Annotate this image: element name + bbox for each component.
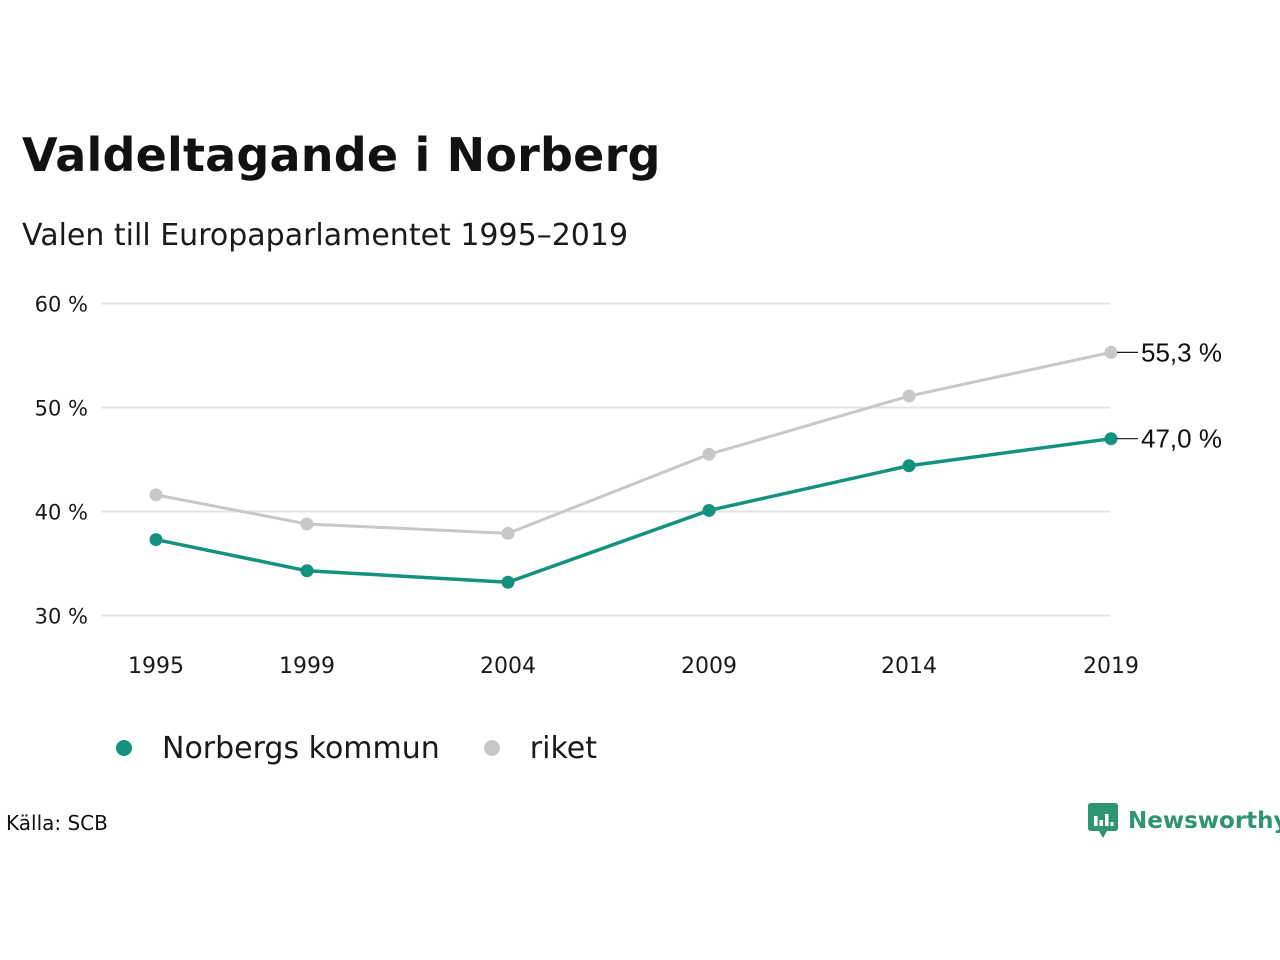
legend-marker-riket [483, 740, 500, 756]
x-tick-label: 1999 [279, 654, 335, 679]
end-labels: 55,3 % 47,0 % [1117, 337, 1222, 454]
legend-item-riket: riket [483, 730, 597, 766]
gridlines [101, 302, 1110, 617]
data-point-riket-2004 [501, 526, 515, 540]
data-point-norbergs-kommun-1995 [149, 533, 163, 547]
y-tick-label: 40 % [35, 501, 88, 525]
chart-subtitle: Valen till Europaparlamentet 1995–2019 [22, 218, 629, 253]
data-point-norbergs-kommun-1999 [300, 564, 314, 578]
end-label-norbergs-kommun: 47,0 % [1141, 424, 1222, 454]
legend-marker-norbergs-kommun [116, 740, 132, 756]
series-layer [149, 345, 1118, 589]
brand-name: Newsworthy [1128, 808, 1280, 834]
data-point-riket-2014 [902, 389, 916, 403]
data-point-norbergs-kommun-2009 [702, 503, 716, 517]
data-point-riket-2009 [702, 447, 716, 461]
y-tick-label: 30 % [35, 605, 88, 629]
data-point-riket-1999 [300, 517, 314, 531]
x-tick-label: 2009 [681, 654, 737, 679]
chart-title: Valdeltagande i Norberg [22, 128, 661, 182]
brand: Newsworthy [1088, 803, 1280, 839]
x-tick-label: 2014 [881, 654, 937, 679]
x-tick-label: 2004 [480, 654, 536, 679]
legend-item-norbergs-kommun: Norbergs kommun [116, 731, 440, 766]
x-tick-label: 1995 [128, 654, 184, 679]
x-axis-tick-labels: 1995 1999 2004 2009 2014 2019 [128, 654, 1139, 679]
y-axis-tick-labels: 30 % 40 % 50 % 60 % [35, 293, 88, 629]
x-tick-label: 2019 [1083, 654, 1139, 679]
legend-label-riket: riket [529, 730, 597, 766]
legend-label-norbergs-kommun: Norbergs kommun [162, 730, 440, 766]
series-line-norbergs-kommun [154, 436, 1113, 584]
data-point-norbergs-kommun-2004 [501, 575, 515, 589]
series-line-riket [154, 350, 1113, 535]
y-tick-label: 50 % [35, 397, 88, 421]
data-point-norbergs-kommun-2019 [1104, 432, 1118, 446]
newsworthy-logo-icon [1088, 803, 1118, 838]
legend: Norbergs kommun riket [116, 726, 641, 770]
series-norbergs-kommun [149, 432, 1118, 589]
end-label-riket: 55,3 % [1141, 337, 1222, 367]
data-point-riket-1995 [149, 488, 163, 502]
series-riket [149, 345, 1118, 540]
source-note: Källa: SCB [6, 811, 108, 835]
data-point-riket-2019 [1104, 345, 1118, 359]
data-point-norbergs-kommun-2014 [902, 459, 916, 473]
y-tick-label: 60 % [35, 293, 88, 317]
